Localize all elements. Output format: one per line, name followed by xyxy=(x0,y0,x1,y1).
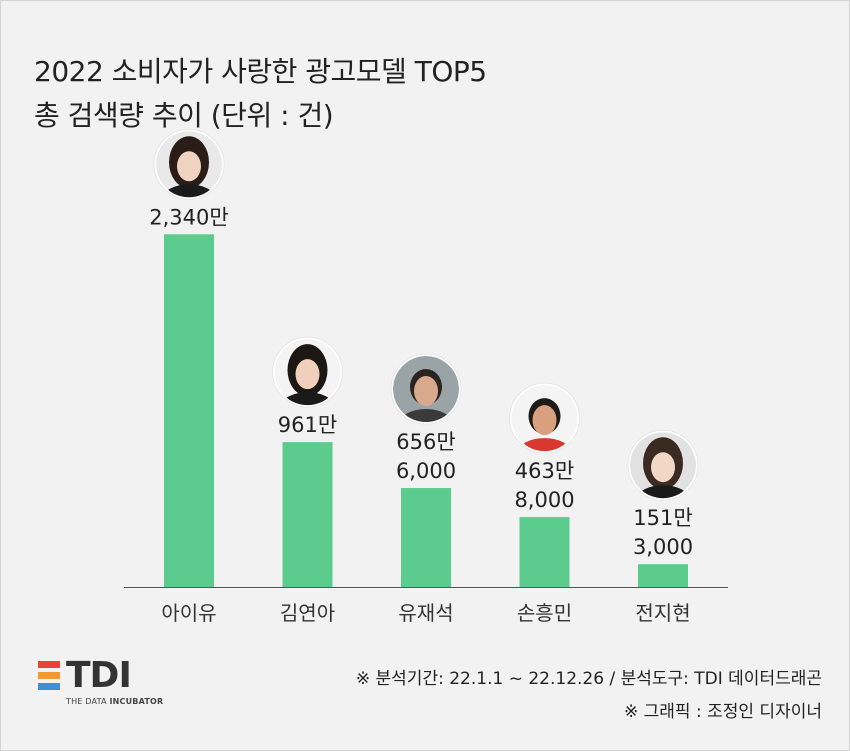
portrait-iu-icon xyxy=(153,128,225,200)
logo-mark xyxy=(38,661,60,694)
portrait-kim-yuna-icon xyxy=(272,336,343,408)
logo-bar-red xyxy=(38,661,60,668)
category-label-1: 아이유 xyxy=(161,601,216,625)
portrait-jun-jihyun-icon xyxy=(627,429,699,501)
category-label-5: 전지현 xyxy=(635,601,690,625)
logo-wordmark: TDI xyxy=(66,655,132,696)
bar-5 xyxy=(638,564,688,587)
value-label-4-2: 8,000 xyxy=(514,488,574,512)
bar-4 xyxy=(519,517,570,587)
chart-title: 2022 소비자가 사랑한 광고모델 TOP5 총 검색량 추이 (단위 : 건… xyxy=(34,50,487,138)
value-label-3-2: 6,000 xyxy=(396,459,456,483)
bar-3 xyxy=(401,488,451,587)
portrait-son-heungmin-icon xyxy=(509,382,580,454)
bar-2 xyxy=(282,442,333,587)
credit-note: ※ 그래픽 : 조정인 디자이너 xyxy=(624,702,822,722)
portrait-yoo-jaesuk-icon xyxy=(390,353,462,425)
source-note: ※ 분석기간: 22.1.1 ~ 22.12.26 / 분석도구: TDI 데이… xyxy=(355,669,822,689)
category-label-3: 유재석 xyxy=(398,601,453,625)
value-label-5-1: 151만 xyxy=(633,506,692,530)
value-label-4-1: 463만 xyxy=(515,459,574,483)
bar-1 xyxy=(164,234,214,588)
value-label-1-1: 2,340만 xyxy=(149,205,228,229)
title-line-1: 2022 소비자가 사랑한 광고모델 TOP5 xyxy=(34,55,487,88)
logo-tagline-a: THE DATA xyxy=(66,697,110,706)
category-label-2: 김연아 xyxy=(280,601,335,625)
logo-tagline-b: INCUBATOR xyxy=(109,697,164,706)
logo-tagline: THE DATA INCUBATOR xyxy=(66,697,163,706)
logo-bar-orange xyxy=(38,672,60,679)
title-line-2: 총 검색량 추이 (단위 : 건) xyxy=(34,99,334,132)
value-label-5-2: 3,000 xyxy=(633,535,693,559)
category-label-4: 손흥민 xyxy=(517,601,572,625)
tdi-logo: TDI THE DATA INCUBATOR xyxy=(38,655,163,711)
logo-bar-blue xyxy=(38,683,60,690)
value-label-3-1: 656만 xyxy=(396,430,455,454)
value-label-2-1: 961만 xyxy=(278,413,337,437)
